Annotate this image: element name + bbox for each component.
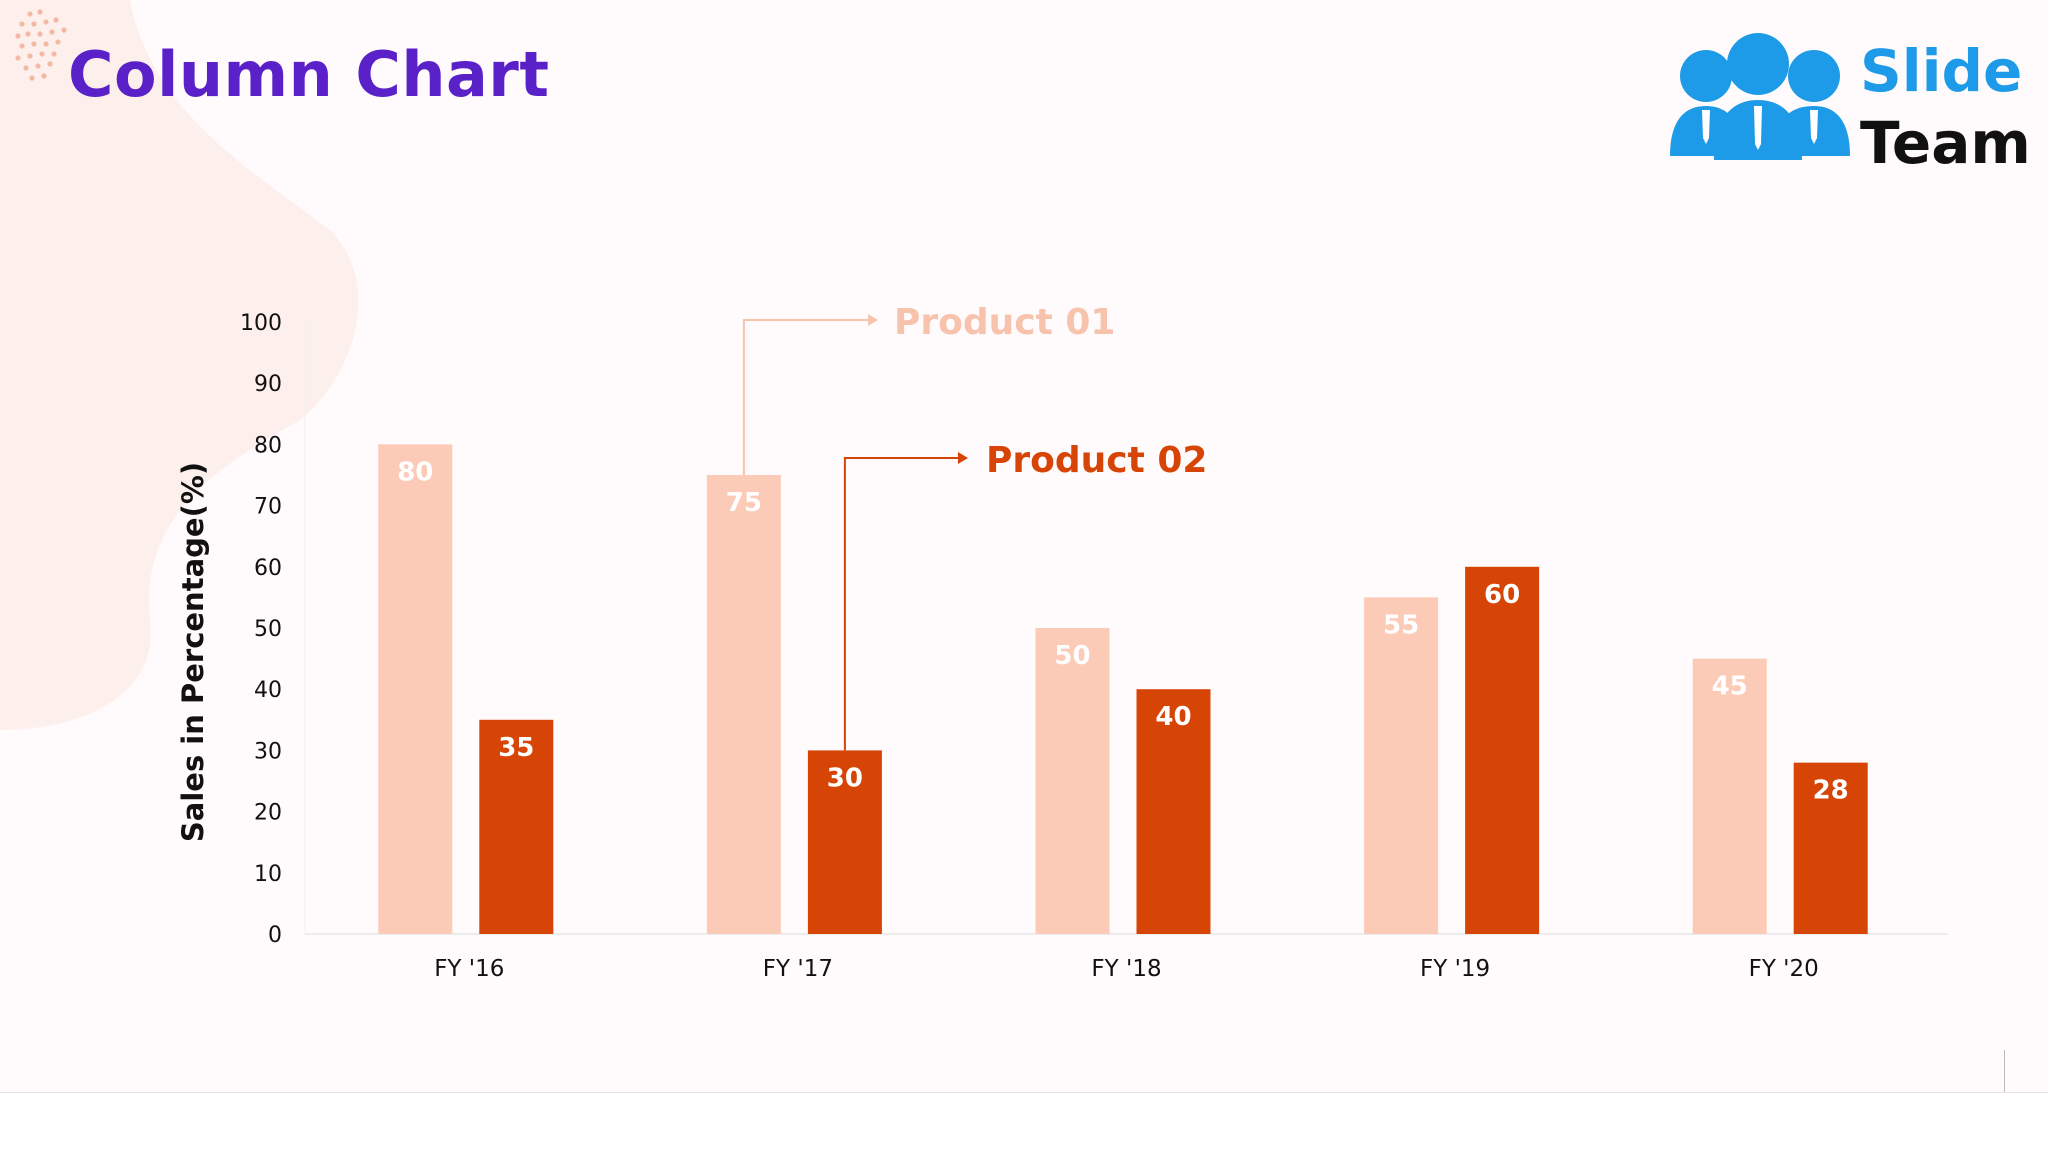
slide-background: Column Chart Slide Team 0 10 20 30 40 50 60 70 8… bbox=[0, 0, 2031, 1092]
bar-product-02 bbox=[807, 750, 882, 934]
page-title: Column Chart bbox=[68, 38, 550, 111]
decorative-dot bbox=[19, 21, 25, 27]
y-tick-label: 90 bbox=[254, 372, 282, 397]
decorative-dot bbox=[51, 51, 57, 57]
logo-word-slide: Slide bbox=[1860, 37, 2023, 105]
x-tick-label: FY '16 bbox=[434, 956, 504, 982]
decorative-dot bbox=[53, 17, 59, 23]
bar-data-label: 50 bbox=[1054, 641, 1090, 671]
legend-connector-product-01 bbox=[742, 319, 868, 475]
legend-label-product-01: Product 01 bbox=[894, 302, 1115, 343]
decorative-dot bbox=[31, 41, 37, 47]
bar-product-01 bbox=[706, 475, 781, 934]
team-people-icon bbox=[1670, 33, 1850, 160]
y-tick-label: 10 bbox=[254, 862, 282, 887]
legend-connector-product-02 bbox=[843, 457, 958, 751]
bar-data-label: 75 bbox=[726, 488, 762, 518]
y-tick-label: 20 bbox=[254, 801, 282, 826]
decorative-dot bbox=[41, 73, 47, 79]
bar-product-01 bbox=[1364, 597, 1439, 934]
decorative-dot bbox=[43, 19, 49, 25]
bar-data-label: 60 bbox=[1484, 580, 1520, 610]
decorative-dots-icon bbox=[15, 9, 67, 81]
y-tick-label: 0 bbox=[268, 923, 282, 948]
slide-edge-mark bbox=[2004, 1050, 2005, 1092]
bar-product-01 bbox=[378, 444, 453, 934]
legend-arrow-icon bbox=[958, 452, 968, 464]
bar-product-01 bbox=[1692, 658, 1767, 934]
decorative-dot bbox=[37, 31, 43, 37]
bar-data-label: 40 bbox=[1155, 702, 1191, 732]
bar-data-label: 45 bbox=[1712, 672, 1748, 702]
y-tick-label: 40 bbox=[254, 678, 282, 703]
decorative-dot bbox=[61, 27, 67, 33]
decorative-dot bbox=[35, 63, 41, 69]
bar-product-02 bbox=[479, 719, 554, 934]
decorative-dot bbox=[31, 21, 37, 27]
bar-product-01 bbox=[1035, 628, 1110, 934]
y-tick-label: 70 bbox=[254, 495, 282, 520]
decorative-dot bbox=[27, 53, 33, 59]
decorative-dot bbox=[37, 9, 43, 15]
bar-data-label: 30 bbox=[827, 763, 863, 793]
bar-product-02 bbox=[1465, 566, 1540, 934]
y-tick-label: 30 bbox=[254, 739, 282, 764]
bar-data-label: 28 bbox=[1813, 776, 1849, 806]
decorative-dot bbox=[27, 11, 33, 17]
x-tick-label: FY '17 bbox=[763, 956, 833, 982]
legend-label-product-02: Product 02 bbox=[986, 440, 1207, 481]
y-tick-label: 100 bbox=[240, 311, 282, 336]
decorative-dot bbox=[23, 65, 29, 71]
decorative-blob bbox=[0, 0, 359, 730]
decorative-dot bbox=[15, 55, 21, 61]
slideteam-logo: Slide Team bbox=[1662, 26, 2031, 172]
decorative-dot bbox=[39, 51, 45, 57]
decorative-dot bbox=[25, 31, 31, 37]
decorative-dot bbox=[19, 43, 25, 49]
x-tick-label: FY '18 bbox=[1091, 956, 1161, 982]
bar-data-label: 80 bbox=[397, 457, 433, 487]
column-chart: 0 10 20 30 40 50 60 70 80 90 100 Sales in Percentag… bbox=[176, 302, 1948, 982]
legend-arrow-icon bbox=[868, 314, 878, 326]
bottom-strip bbox=[0, 1092, 2048, 1153]
bar-data-label: 55 bbox=[1383, 610, 1419, 640]
bar-product-02 bbox=[1136, 689, 1211, 934]
y-axis-title: Sales in Percentage(%) bbox=[176, 462, 210, 842]
decorative-dot bbox=[49, 29, 55, 35]
decorative-dot bbox=[55, 39, 61, 45]
decorative-dot bbox=[43, 41, 49, 47]
x-tick-label: FY '19 bbox=[1420, 956, 1490, 982]
y-tick-label: 60 bbox=[254, 556, 282, 581]
x-tick-label: FY '20 bbox=[1749, 956, 1819, 982]
bar-product-02 bbox=[1793, 762, 1868, 934]
y-tick-label: 80 bbox=[254, 433, 282, 458]
y-tick-label: 50 bbox=[254, 617, 282, 642]
decorative-dot bbox=[29, 75, 35, 81]
bar-data-label: 35 bbox=[498, 733, 534, 763]
decorative-dot bbox=[47, 61, 53, 67]
logo-word-team: Team bbox=[1860, 109, 2031, 177]
decorative-dot bbox=[15, 33, 21, 39]
